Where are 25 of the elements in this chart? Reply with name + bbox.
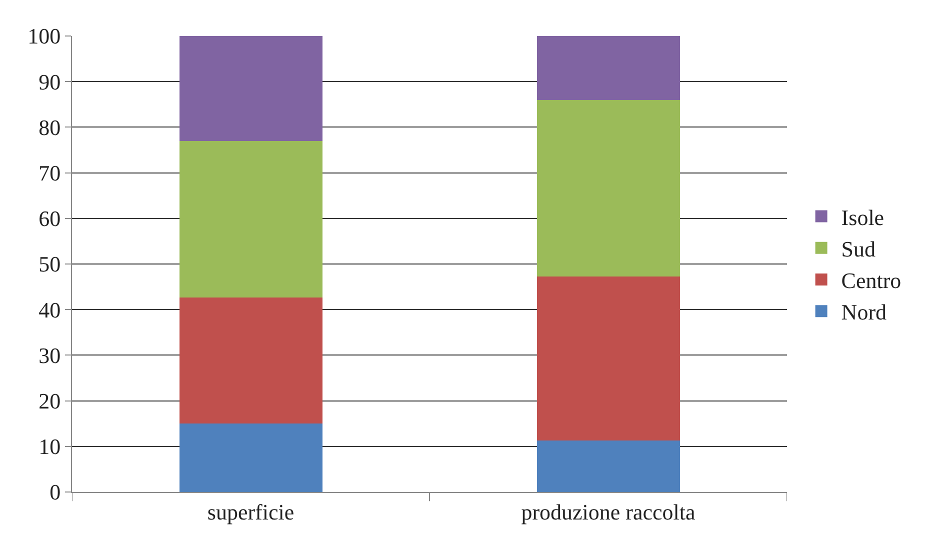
- legend-label: Sud: [841, 236, 876, 262]
- y-tick-label: 30: [38, 342, 61, 368]
- legend-label: Isole: [841, 204, 884, 230]
- y-tick-label: 70: [38, 160, 61, 186]
- y-tick-label: 10: [38, 434, 61, 460]
- legend-label: Centro: [841, 268, 902, 294]
- bar: [179, 36, 322, 141]
- x-tick-label: superficie: [207, 499, 294, 524]
- legend-label: Nord: [841, 300, 887, 325]
- bar: [179, 424, 322, 492]
- y-tick-label: 100: [28, 24, 61, 49]
- x-tick-label: produzione raccolta: [521, 499, 696, 524]
- y-tick-label: 60: [38, 206, 61, 232]
- bar: [536, 100, 680, 276]
- y-tick-label: 90: [38, 69, 61, 94]
- bar: [536, 276, 680, 440]
- y-tick-label: 80: [38, 114, 61, 140]
- bar: [179, 298, 322, 424]
- bar: [536, 36, 680, 100]
- bar: [179, 140, 322, 298]
- y-tick-label: 50: [38, 252, 61, 277]
- y-tick-label: 40: [38, 297, 61, 322]
- bar: [536, 440, 680, 492]
- y-tick-label: 20: [38, 388, 61, 414]
- y-tick-label: 0: [50, 480, 61, 505]
